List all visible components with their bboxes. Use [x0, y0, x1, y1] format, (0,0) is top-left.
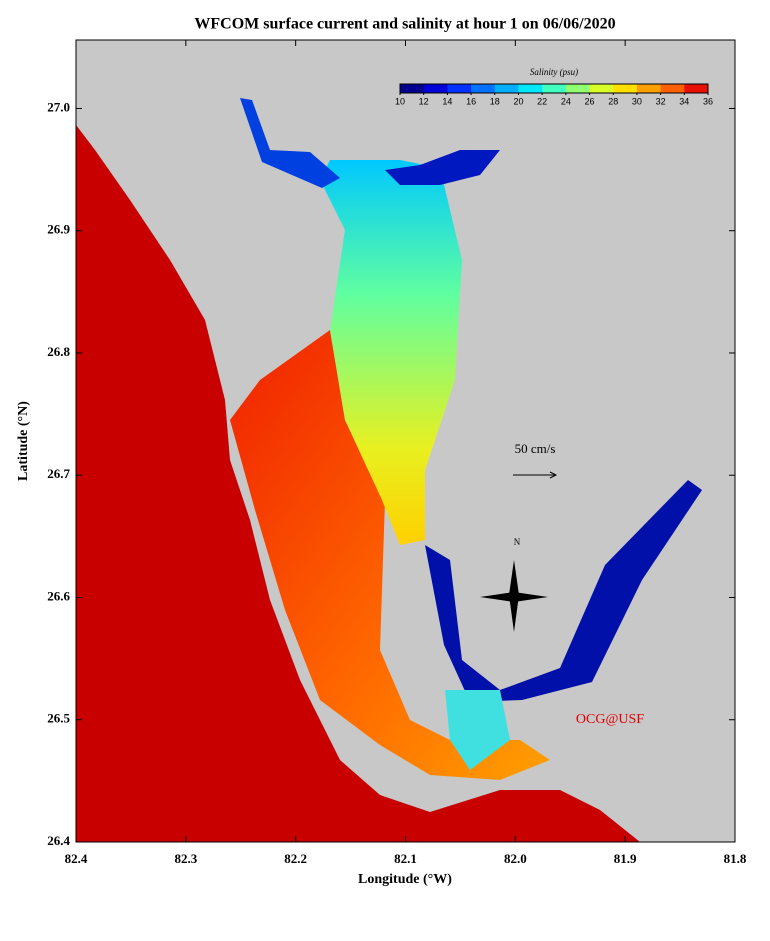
- y-tick-label: 26.7: [47, 466, 70, 481]
- y-tick-label: 26.8: [47, 344, 70, 359]
- y-tick-label: 26.9: [47, 222, 70, 237]
- colorbar-tick-label: 28: [608, 96, 618, 106]
- x-tick-label: 81.8: [724, 851, 747, 866]
- scale-label: 50 cm/s: [515, 441, 556, 456]
- colorbar-tick-label: 12: [419, 96, 429, 106]
- colorbar-segment: [660, 84, 685, 93]
- gulf-water: [76, 125, 640, 842]
- y-tick-label: 26.6: [47, 588, 70, 603]
- x-tick-label: 82.3: [174, 851, 197, 866]
- colorbar-segment: [518, 84, 543, 93]
- myakka-river: [385, 150, 500, 185]
- y-tick-label: 26.5: [47, 711, 70, 726]
- y-tick-label: 26.4: [47, 833, 70, 848]
- colorbar-segment: [636, 84, 662, 93]
- colorbar-tick-label: 16: [466, 96, 476, 106]
- colorbar-segment: [400, 84, 425, 93]
- colorbar-segment: [423, 84, 448, 93]
- colorbar-segment: [494, 84, 519, 93]
- scale-arrow-head: [549, 471, 558, 479]
- x-tick-label: 82.4: [65, 851, 88, 866]
- pine-island-sound: [230, 330, 550, 780]
- colorbar-tick-label: 18: [490, 96, 500, 106]
- colorbar-tick-label: 14: [442, 96, 452, 106]
- colorbar-frame: [399, 83, 709, 94]
- y-axis-label: Latitude (°N): [16, 401, 31, 481]
- north-label: N: [514, 537, 521, 547]
- colorbar-segment: [447, 84, 472, 93]
- colorbar-tick-label: 26: [585, 96, 595, 106]
- x-tick-label: 82.2: [284, 851, 307, 866]
- compass-ew: [480, 592, 548, 602]
- peace-river: [240, 98, 340, 188]
- map-area: 50 cm/s N OCG@USF: [75, 39, 736, 843]
- colorbar-tick-label: 32: [656, 96, 666, 106]
- colorbar-tick-label: 10: [395, 96, 405, 106]
- x-axis-label: Longitude (°W): [358, 872, 452, 887]
- colorbar-tick-label: 20: [513, 96, 523, 106]
- x-tick-label: 82.1: [394, 851, 417, 866]
- caloosahatchee-river: [425, 480, 702, 702]
- colorbar-tick-label: 34: [679, 96, 689, 106]
- colorbar-tick-label: 36: [703, 96, 713, 106]
- credit: OCG@USF: [576, 712, 644, 727]
- y-tick-label: 27.0: [47, 99, 70, 114]
- colorbar-segment: [589, 84, 614, 93]
- river-mouth: [445, 690, 510, 770]
- colorbar-tick-label: 24: [561, 96, 571, 106]
- charlotte-harbor: [320, 160, 462, 545]
- colorbar-segment: [684, 84, 709, 93]
- colorbar-segment: [471, 84, 496, 93]
- colorbar-label: Salinity (psu): [530, 67, 578, 77]
- colorbar-segment: [565, 84, 591, 93]
- colorbar-segment: [613, 84, 638, 93]
- x-tick-label: 81.9: [614, 851, 637, 866]
- colorbar-tick-label: 22: [537, 96, 547, 106]
- colorbar-tick-label: 30: [632, 96, 642, 106]
- x-tick-label: 82.0: [504, 851, 527, 866]
- title: WFCOM surface current and salinity at ho…: [194, 16, 615, 33]
- colorbar-segment: [542, 84, 567, 93]
